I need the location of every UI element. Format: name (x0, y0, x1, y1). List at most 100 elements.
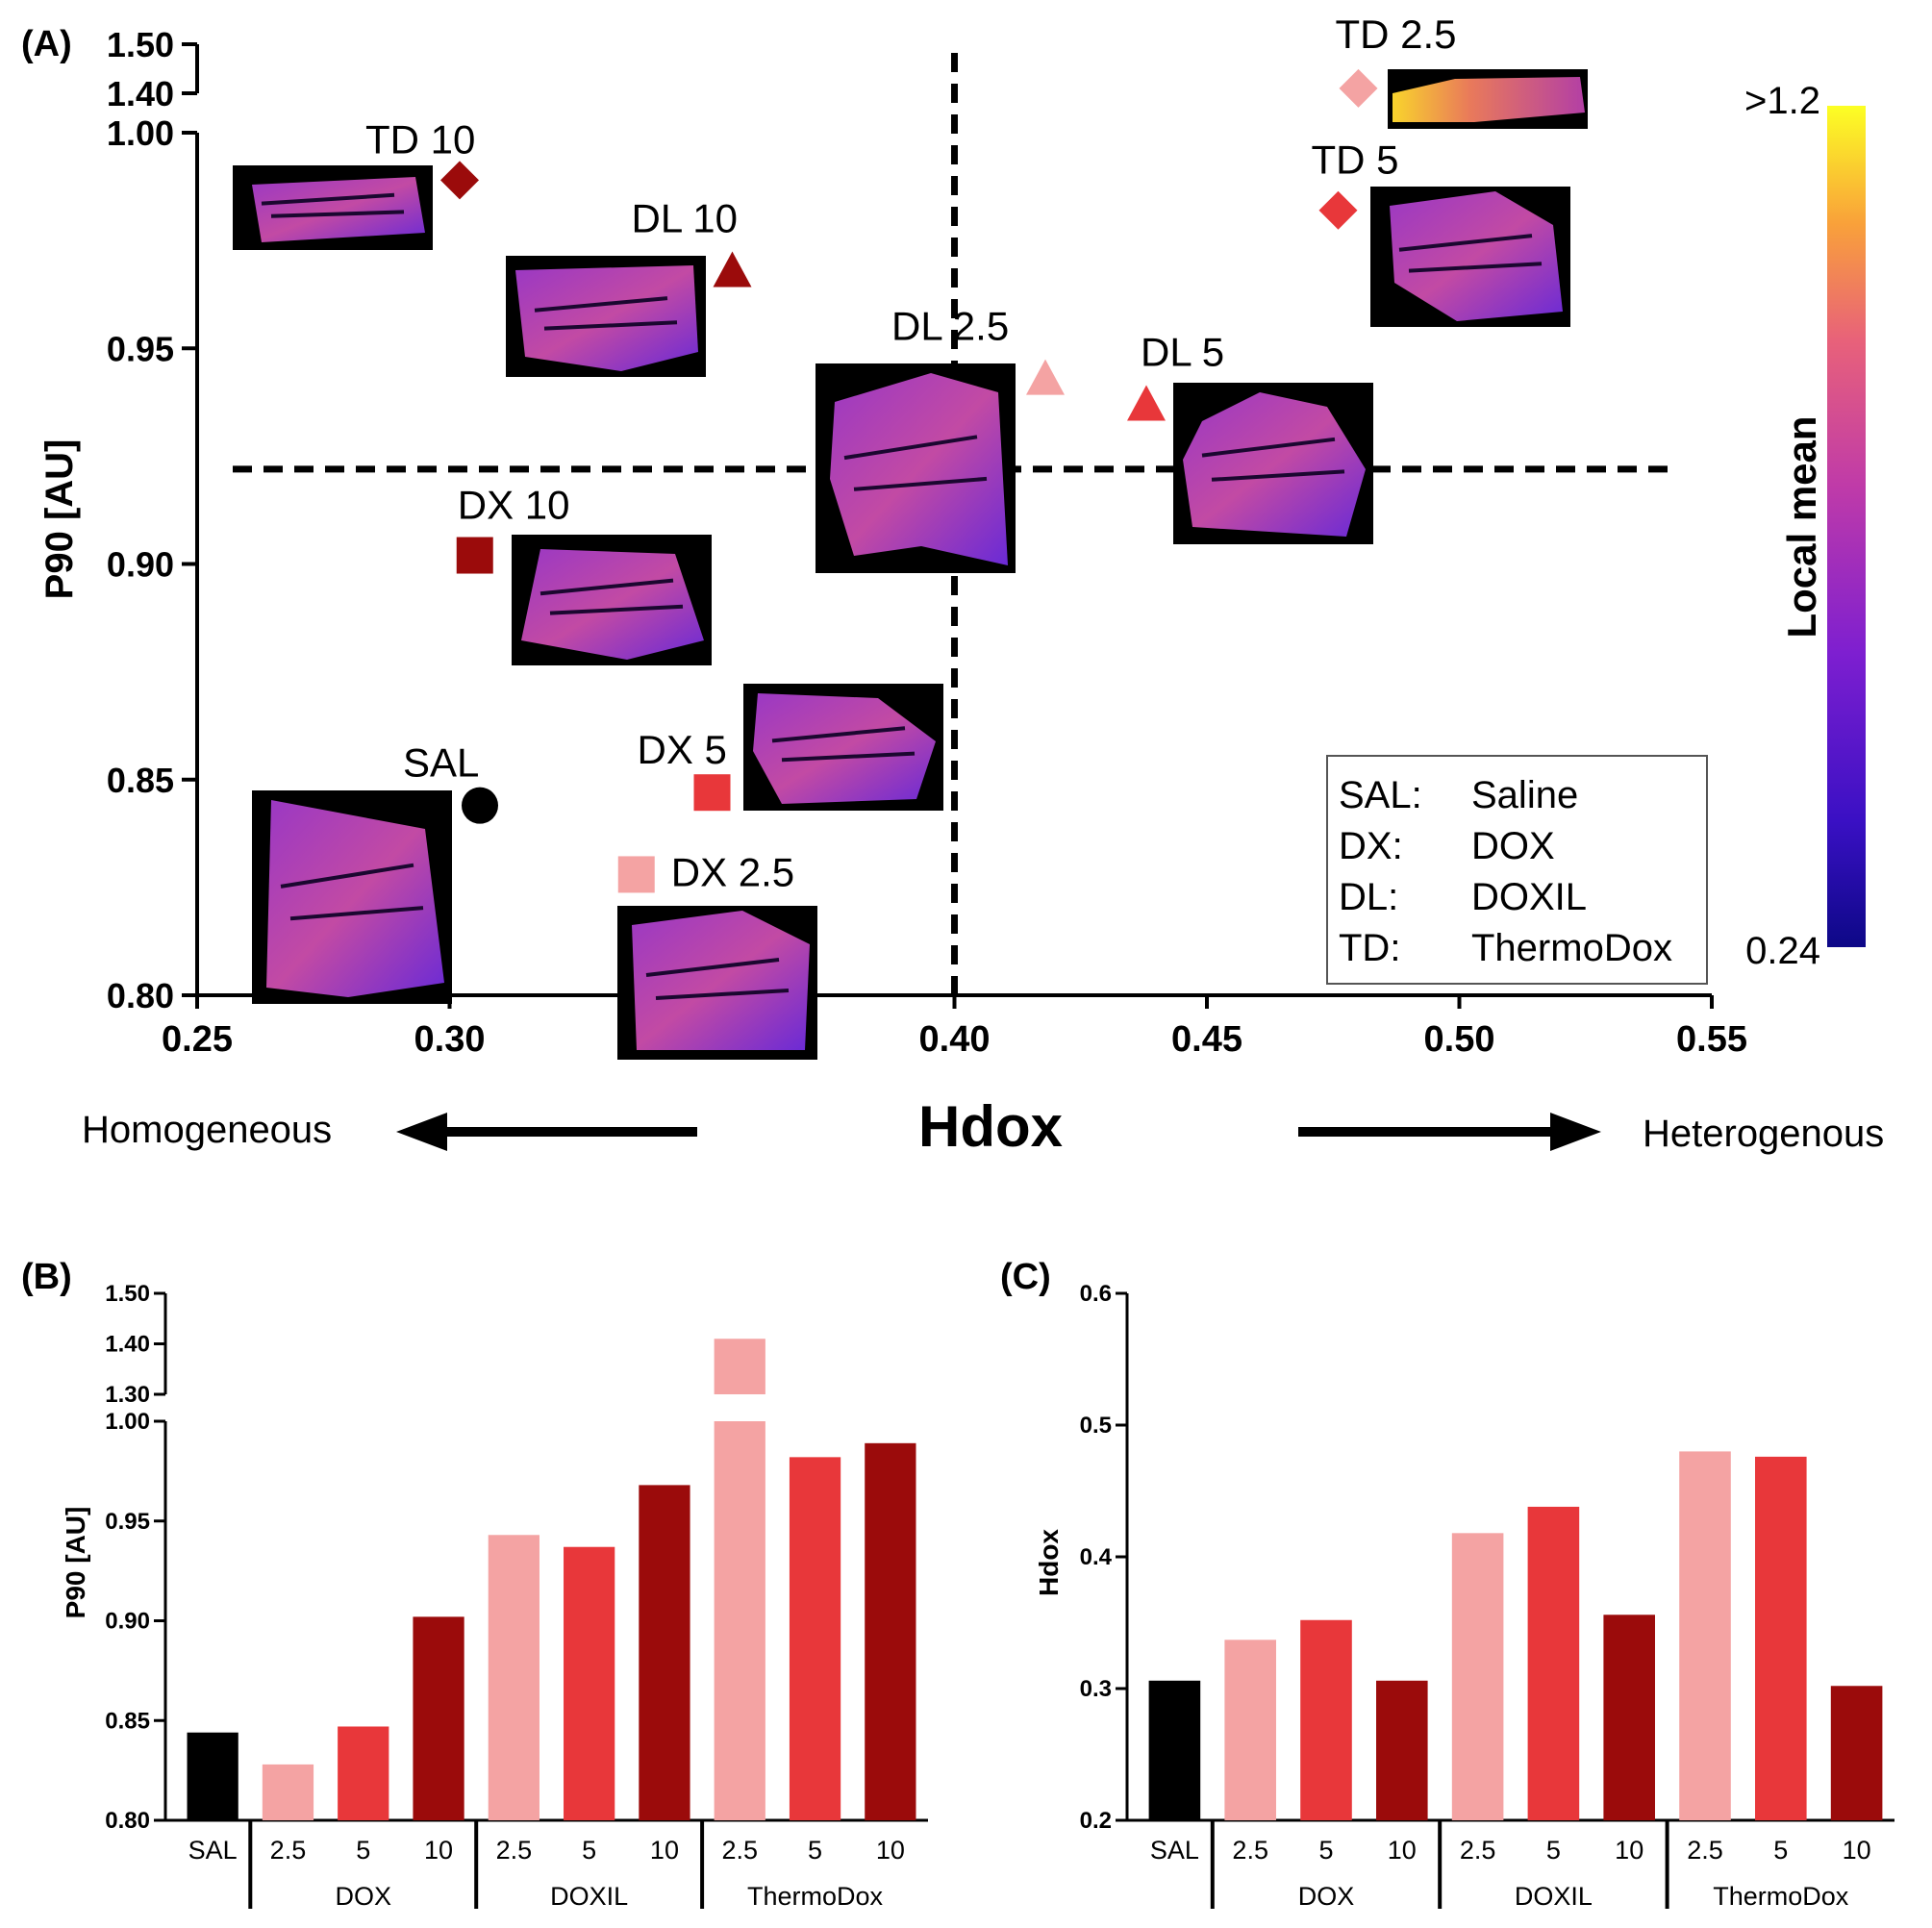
point-dl-10-label: DL 10 (632, 196, 739, 241)
bar-doxil-5 (564, 1546, 615, 1820)
y-tick-label: 0.95 (105, 1509, 150, 1535)
bar-dox-10 (413, 1616, 464, 1820)
bar-doxil-5 (1527, 1506, 1580, 1820)
bar-doxil-10 (1603, 1615, 1655, 1820)
tissue-shape (1183, 392, 1366, 537)
point-sal-label: SAL (403, 740, 479, 786)
category-label: 2.5 (721, 1836, 758, 1865)
bar-dox-5 (1300, 1619, 1352, 1820)
category-label: 10 (1843, 1836, 1871, 1865)
panel-a-point-labels: SAL DX 2.5 DX 5 DX 10 DL 2.5 DL 5 DL 10 TD 2.5 T… (365, 12, 1457, 895)
tissue-shape (830, 373, 1008, 565)
x-tick-label: 0.50 (1424, 1019, 1495, 1060)
category-label: 10 (1615, 1836, 1643, 1865)
y-tick-label: 0.4 (1080, 1544, 1113, 1570)
y-tick-label: 0.2 (1080, 1808, 1112, 1834)
legend-abbr-dl: DL: (1339, 876, 1398, 918)
panel-c-axes: 0.2 0.3 0.4 0.5 0.6 SAL 2.5 5 10 2.5 5 10 2.5 5 10 DOX D… (1080, 1281, 1894, 1911)
group-label: ThermoDox (747, 1882, 884, 1911)
group-label: DOXIL (550, 1882, 628, 1911)
y-tick-label: 0.90 (105, 1609, 150, 1635)
tissue-streaks (539, 578, 684, 615)
tissue-streaks (280, 863, 424, 921)
point-dl-2_5 (1026, 359, 1065, 395)
bar-thermodox-5 (789, 1457, 841, 1820)
y-tick-label: 1.50 (107, 25, 174, 64)
bar-doxil-2_5 (488, 1535, 539, 1820)
category-label: 2.5 (496, 1836, 533, 1865)
bar-doxil-10 (639, 1485, 690, 1820)
thumbnail-dl5 (1173, 383, 1373, 544)
tissue-streaks (1201, 437, 1345, 482)
panel-label-b: (B) (21, 1257, 72, 1297)
category-label: 5 (356, 1836, 370, 1865)
tissue-streaks (843, 435, 988, 491)
x-tick-label: 0.55 (1676, 1019, 1747, 1060)
point-td-5 (1318, 190, 1358, 230)
category-label: SAL (1150, 1836, 1199, 1865)
legend-abbr-sal: SAL: (1339, 774, 1422, 816)
tissue-streaks (261, 192, 405, 218)
panel-c-bar-chart: 0.2 0.3 0.4 0.5 0.6 SAL 2.5 5 10 2.5 5 10 2.5 5 10 DOX D… (1034, 1281, 1894, 1911)
direction-right-label: Heterogenous (1643, 1113, 1884, 1155)
tissue-shape (1393, 77, 1585, 122)
group-label: DOXIL (1515, 1882, 1593, 1911)
tissue-shape (515, 265, 698, 371)
panel-a-scatter: 0.250.300.350.400.450.500.550.800.850.90… (38, 12, 1884, 1159)
category-label: 10 (1388, 1836, 1417, 1865)
colorbar: >1.2 0.24 Local mean (1744, 80, 1866, 972)
tissue-shape (632, 911, 810, 1050)
panel-a-points (440, 68, 1378, 893)
point-dx-10-label: DX 10 (458, 483, 570, 528)
y-tick-label: 1.50 (105, 1281, 150, 1307)
thumbnail-dx10 (512, 535, 712, 665)
tissue-streaks (1398, 234, 1543, 273)
y-tick-label: 1.00 (107, 113, 174, 153)
y-tick-label: 0.80 (105, 1808, 150, 1834)
y-tick-label: 0.85 (105, 1708, 150, 1734)
bar-sal (187, 1732, 238, 1820)
colorbar-max-label: >1.2 (1744, 80, 1820, 122)
point-td-2_5 (1339, 68, 1378, 108)
legend-name-sal: Saline (1471, 774, 1578, 816)
category-label: 5 (1318, 1836, 1333, 1865)
y-tick-label: 1.40 (105, 1332, 150, 1358)
thumbnail-sal (252, 790, 452, 1004)
category-label: 10 (650, 1836, 679, 1865)
tissue-shape (266, 800, 444, 997)
bar-dox-10 (1376, 1680, 1428, 1820)
bar-dox-5 (338, 1726, 389, 1820)
tissue-shape (252, 177, 425, 242)
point-dl-5 (1127, 385, 1166, 421)
point-td-5-label: TD 5 (1312, 138, 1399, 183)
tissue-shape (1390, 191, 1563, 321)
thumbnail-dx2_5 (617, 906, 817, 1060)
legend-name-dl: DOXIL (1471, 876, 1587, 918)
x-tick-label: 0.30 (414, 1019, 486, 1060)
tissue-streaks (771, 726, 916, 763)
point-dx-5-label: DX 5 (638, 727, 727, 772)
thumbnail-dx5 (743, 684, 943, 811)
y-tick-label: 0.3 (1080, 1676, 1112, 1702)
group-label: ThermoDox (1713, 1882, 1849, 1911)
bar-sal (1148, 1680, 1201, 1820)
thumbnail-dl10 (506, 256, 706, 377)
category-label: 5 (1546, 1836, 1561, 1865)
category-label: 5 (582, 1836, 596, 1865)
colorbar-min-label: 0.24 (1745, 930, 1820, 972)
legend-abbr-td: TD: (1339, 927, 1400, 969)
panel-b-y-axis-label: P90 [AU] (61, 1507, 90, 1619)
panel-a-x-axis-label: Hdox (918, 1094, 1063, 1159)
thumbnail-td5 (1370, 187, 1570, 327)
bar-thermodox-2_5-upper (714, 1339, 765, 1394)
y-tick-label: 0.90 (107, 545, 174, 585)
category-label: 2.5 (1687, 1836, 1723, 1865)
point-dx-10 (456, 537, 493, 574)
category-label: SAL (188, 1836, 238, 1865)
point-dl-2_5-label: DL 2.5 (891, 304, 1009, 349)
y-tick-label: 1.40 (107, 74, 174, 113)
category-label: 10 (876, 1836, 905, 1865)
left-arrow-icon (396, 1113, 697, 1151)
point-dx-2_5 (617, 856, 655, 893)
